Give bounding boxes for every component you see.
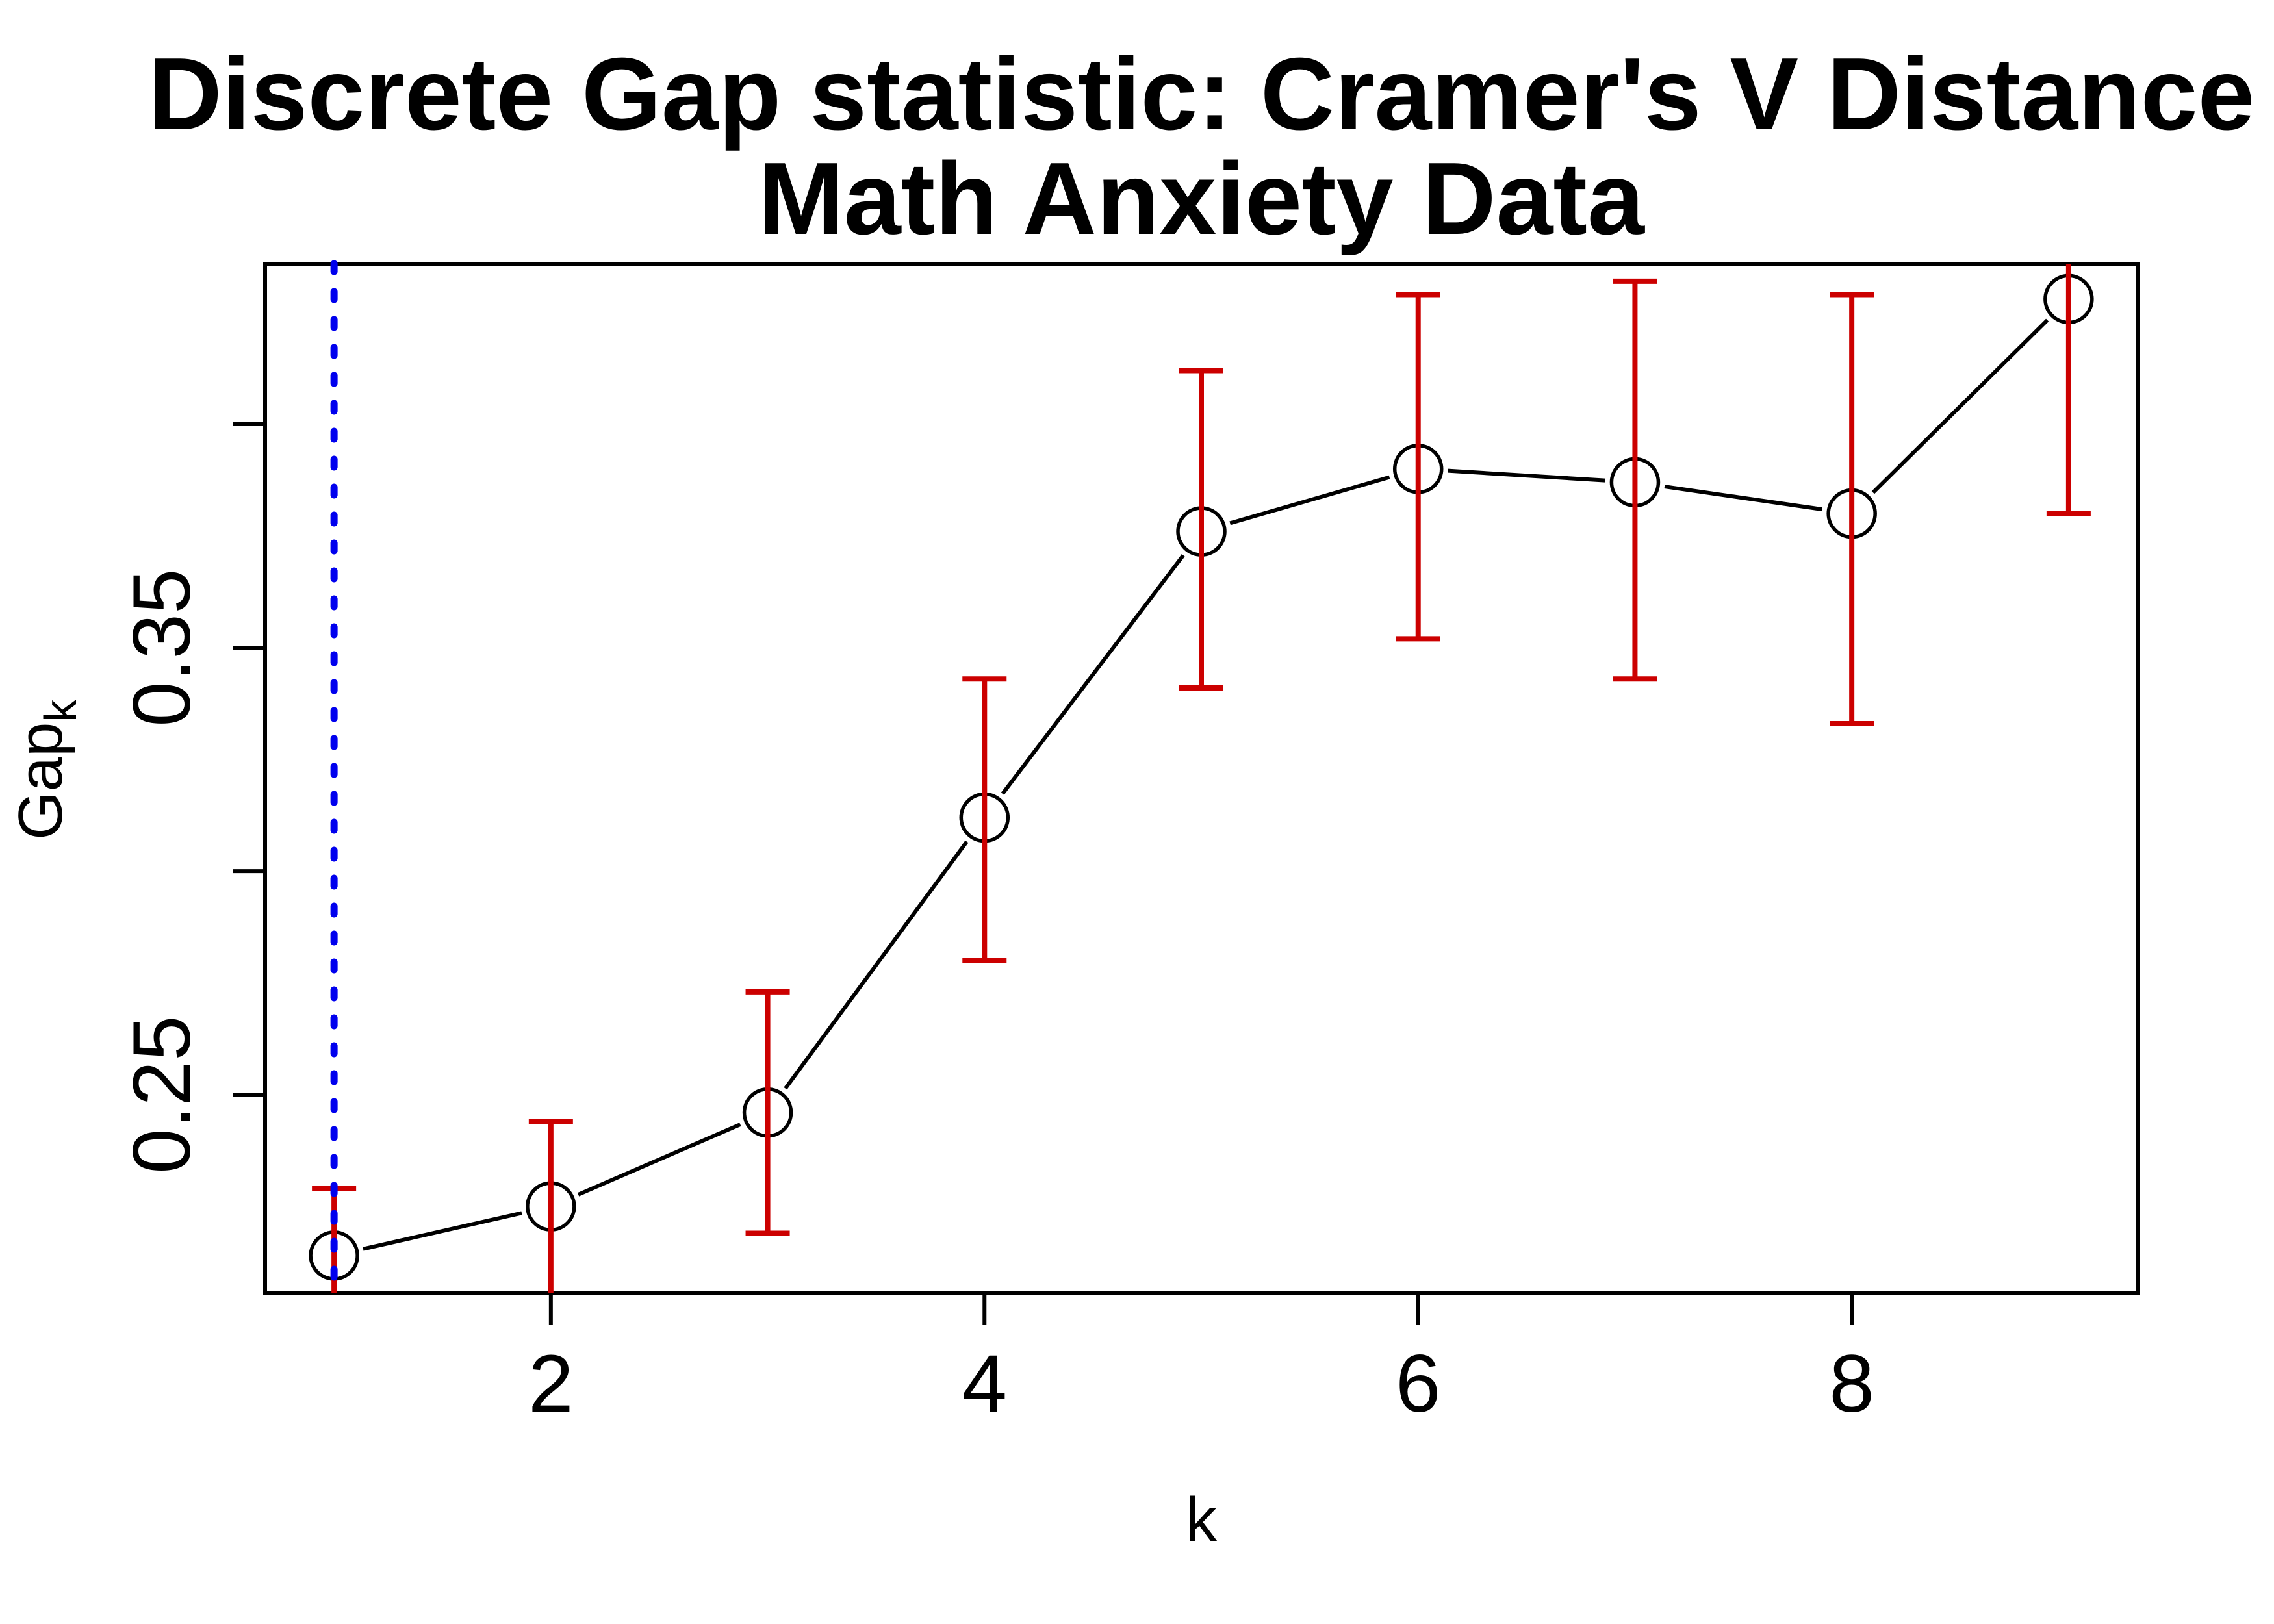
- chart-title-line1: Discrete Gap statistic: Cramer's V Dista…: [148, 37, 2255, 151]
- chart-title-line2: Math Anxiety Data: [758, 142, 1645, 256]
- y-tick-label: 0.25: [117, 1016, 207, 1174]
- y-axis-title: Gapk: [6, 700, 86, 840]
- x-tick-label: 6: [1396, 1339, 1441, 1429]
- series-segment: [1229, 475, 1390, 526]
- series-segment: [1001, 554, 1185, 795]
- x-axis-title: k: [1186, 1485, 1218, 1554]
- series-segment: [1448, 468, 1605, 483]
- series-segment: [1664, 485, 1823, 512]
- series-segment: [577, 1123, 741, 1197]
- y-tick-label: 0.35: [117, 568, 207, 726]
- series-segment: [1871, 318, 2049, 494]
- series-segment: [784, 840, 969, 1090]
- x-tick-label: 8: [1829, 1339, 1874, 1429]
- series-segment: [363, 1211, 522, 1251]
- plot-box: [263, 262, 2140, 1295]
- x-tick-label: 2: [528, 1339, 574, 1429]
- x-tick-label: 4: [962, 1339, 1008, 1429]
